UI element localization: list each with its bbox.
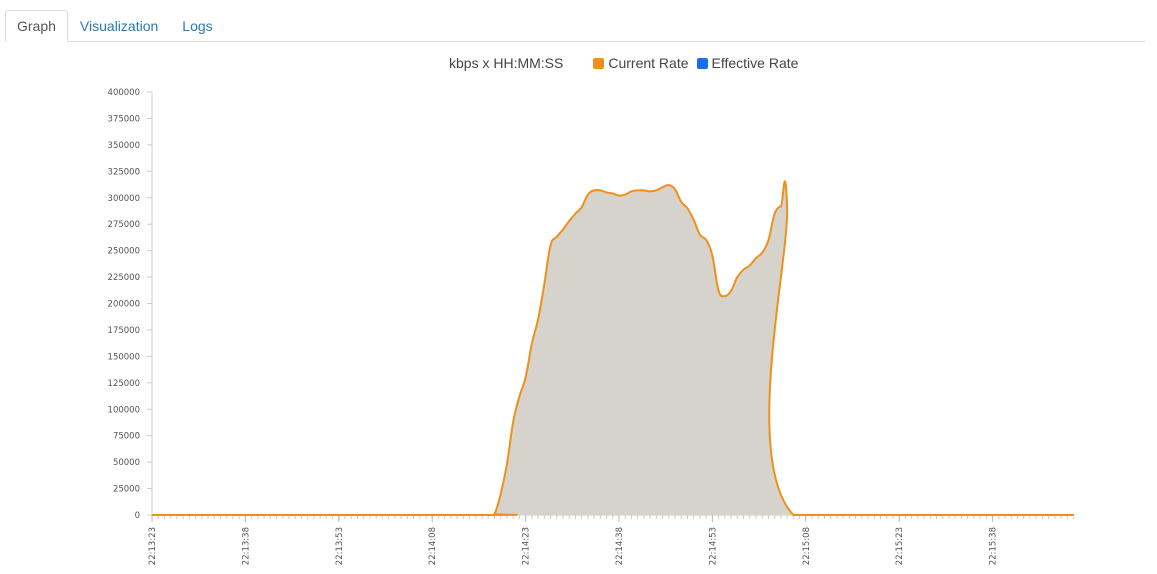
y-tick-label: 225000 [108,273,140,283]
x-tick-label: 22:14:38 [615,527,625,565]
chart-title: kbps x HH:MM:SS [449,55,564,71]
x-tick-label: 22:13:38 [241,527,251,565]
current-rate-swatch [593,57,605,69]
y-tick-label: 275000 [108,220,140,230]
y-tick-label: 25000 [113,485,140,495]
y-tick-label: 175000 [108,326,140,336]
y-tick-label: 400000 [108,88,140,98]
y-tick-label: 75000 [113,432,140,442]
x-tick-label: 22:15:38 [989,527,999,565]
legend-item-effective-rate[interactable]: Effective Rate [696,55,799,71]
tab-logs[interactable]: Logs [182,18,213,34]
legend-item-current-rate[interactable]: Current Rate [593,55,689,71]
y-tick-label: 250000 [108,247,140,257]
y-tick-label: 200000 [108,300,140,310]
x-tick-label: 22:14:53 [708,527,718,565]
y-tick-label: 50000 [113,458,140,468]
x-tick-label: 22:13:23 [148,527,158,565]
y-tick-label: 100000 [108,405,140,415]
y-tick-label: 350000 [108,141,140,151]
current-rate-line [152,180,1074,517]
y-tick-label: 0 [135,511,140,521]
chart-legend: kbps x HH:MM:SS Current Rate Effective R… [449,55,806,71]
tab-graph[interactable]: Graph [5,10,68,42]
effective-rate-swatch [696,57,708,69]
x-tick-label: 22:13:53 [335,527,345,565]
x-tick-label: 22:15:23 [895,527,905,565]
y-tick-label: 125000 [108,379,140,389]
current-rate-area [152,181,1074,515]
legend-label-effective-rate: Effective Rate [711,55,799,71]
tab-bar: Graph Visualization Logs [5,10,1145,42]
y-tick-label: 300000 [108,194,140,204]
y-tick-label: 375000 [108,114,140,124]
x-tick-label: 22:15:08 [802,527,812,565]
x-tick-label: 22:14:23 [522,527,532,565]
y-tick-label: 325000 [108,167,140,177]
y-tick-label: 150000 [108,352,140,362]
x-tick-label: 22:14:08 [428,527,438,565]
tab-visualization[interactable]: Visualization [79,18,159,34]
legend-label-current-rate: Current Rate [608,55,689,71]
